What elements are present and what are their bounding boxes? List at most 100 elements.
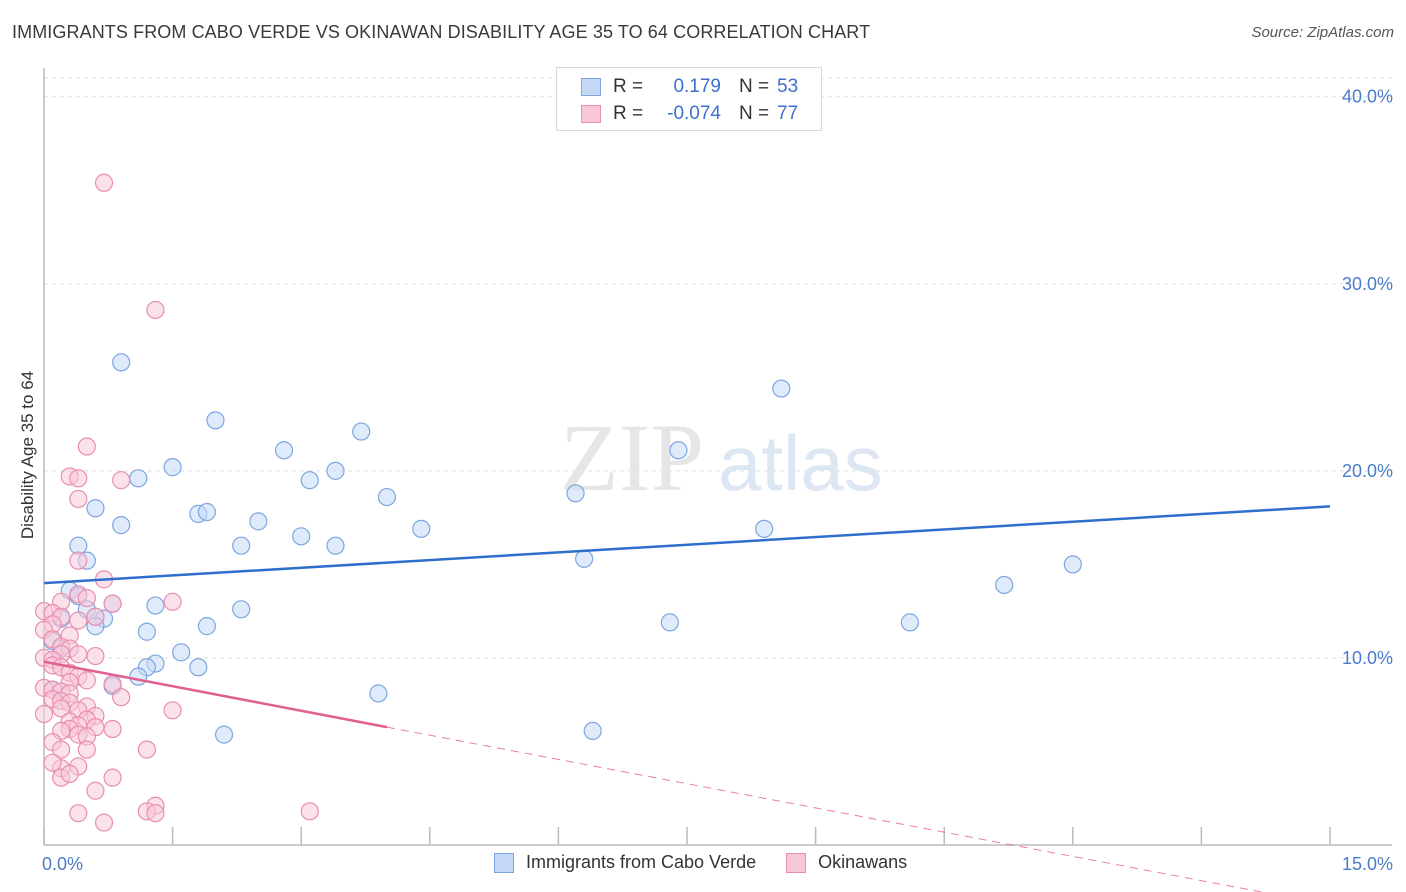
point-cabo-verde (669, 441, 688, 460)
r-label: R = (613, 76, 644, 97)
point-cabo-verde (369, 684, 388, 703)
point-okinawan (86, 781, 105, 800)
legend-label: Okinawans (818, 852, 908, 872)
trend-line-okinawan-extrapolated (386, 726, 1265, 892)
trend-line-cabo-verde (43, 505, 1331, 585)
point-okinawan (77, 588, 96, 608)
point-cabo-verde (137, 622, 156, 641)
point-cabo-verde (1063, 555, 1082, 574)
point-okinawan (77, 740, 96, 759)
point-okinawan (137, 740, 156, 759)
y-axis-label: Disability Age 35 to 64 (18, 371, 37, 539)
point-cabo-verde (189, 658, 208, 677)
point-cabo-verde (583, 721, 602, 740)
point-okinawan (69, 804, 88, 823)
point-okinawan (69, 551, 88, 570)
point-cabo-verde (772, 379, 791, 398)
point-okinawan (69, 469, 88, 488)
stats-legend: R = 0.179 N = 53 R = -0.074 N = 77 (556, 67, 822, 131)
point-okinawan (69, 611, 88, 630)
y-tick-label: 40.0% (1342, 87, 1393, 107)
point-cabo-verde (660, 613, 679, 632)
trend-lines (43, 505, 1331, 892)
point-cabo-verde (129, 667, 148, 686)
point-okinawan (77, 671, 96, 690)
trend-line-okinawan (43, 660, 388, 729)
point-okinawan (77, 437, 96, 456)
point-okinawan (146, 804, 165, 823)
point-cabo-verde (86, 499, 105, 518)
point-cabo-verde (163, 458, 182, 477)
n-label: N = (739, 76, 770, 97)
y-tick-label: 20.0% (1342, 461, 1393, 481)
point-okinawan (112, 688, 131, 707)
point-okinawan (94, 173, 114, 192)
point-okinawan (34, 704, 54, 724)
y-tick-label: 30.0% (1342, 274, 1393, 294)
legend-swatch-blue (581, 78, 601, 96)
point-cabo-verde (172, 643, 191, 662)
point-cabo-verde (274, 441, 294, 460)
point-cabo-verde (326, 461, 345, 480)
point-cabo-verde (197, 502, 216, 522)
point-cabo-verde (232, 536, 251, 555)
point-cabo-verde (352, 422, 371, 441)
point-cabo-verde (112, 353, 131, 372)
point-okinawan (43, 753, 62, 772)
point-cabo-verde (755, 519, 774, 538)
x-tick-label: 0.0% (42, 854, 83, 874)
point-okinawan (146, 300, 165, 320)
r-label: R = (613, 103, 644, 124)
point-okinawan (163, 592, 182, 611)
x-tick-label: 15.0% (1342, 854, 1393, 874)
n-value: 77 (777, 103, 799, 124)
point-cabo-verde (326, 536, 345, 555)
point-cabo-verde (377, 487, 397, 507)
legend-item-okinawans: Okinawans (786, 852, 907, 873)
legend-row-cabo-verde: R = 0.179 N = 53 (581, 74, 798, 100)
point-okinawan (69, 489, 88, 509)
point-okinawan (300, 802, 319, 821)
point-okinawan (103, 594, 122, 613)
point-okinawan (94, 813, 114, 832)
r-value: -0.074 (667, 103, 721, 124)
point-okinawan (86, 646, 105, 666)
point-cabo-verde (206, 411, 225, 430)
point-cabo-verde (995, 575, 1014, 595)
n-label: N = (739, 103, 770, 124)
data-points (34, 173, 1082, 832)
point-cabo-verde (300, 471, 319, 490)
point-cabo-verde (249, 512, 268, 531)
y-tick-label: 10.0% (1342, 648, 1393, 668)
point-cabo-verde (412, 519, 431, 538)
n-value: 53 (777, 76, 799, 97)
point-cabo-verde (232, 600, 251, 619)
legend-swatch-pink (786, 852, 807, 873)
point-cabo-verde (146, 596, 165, 615)
legend-label: Immigrants from Cabo Verde (526, 852, 757, 872)
point-cabo-verde (129, 469, 148, 488)
point-okinawan (112, 471, 131, 490)
point-cabo-verde (197, 617, 216, 636)
point-okinawan (103, 768, 122, 787)
point-okinawan (52, 740, 71, 759)
legend-swatch-blue (494, 852, 514, 873)
point-cabo-verde (112, 516, 131, 535)
point-okinawan (69, 645, 88, 664)
point-cabo-verde (575, 549, 594, 568)
point-okinawan (163, 701, 182, 720)
r-value: 0.179 (673, 76, 721, 97)
watermark-atlas: atlas (718, 419, 883, 507)
legend-item-cabo-verde: Immigrants from Cabo Verde (494, 852, 756, 873)
chart-title: IMMIGRANTS FROM CABO VERDE VS OKINAWAN D… (12, 22, 871, 42)
point-okinawan (86, 607, 105, 626)
tick-labels: 10.0% 20.0% 30.0% 40.0% 0.0% 15.0% (42, 87, 1393, 874)
series-legend: Immigrants from Cabo Verde Okinawans (494, 852, 937, 873)
legend-swatch-pink (581, 105, 601, 123)
source-label: Source: ZipAtlas.com (1251, 24, 1394, 41)
point-cabo-verde (566, 484, 585, 503)
point-cabo-verde (292, 527, 311, 546)
point-cabo-verde (900, 613, 920, 632)
point-cabo-verde (214, 725, 234, 744)
